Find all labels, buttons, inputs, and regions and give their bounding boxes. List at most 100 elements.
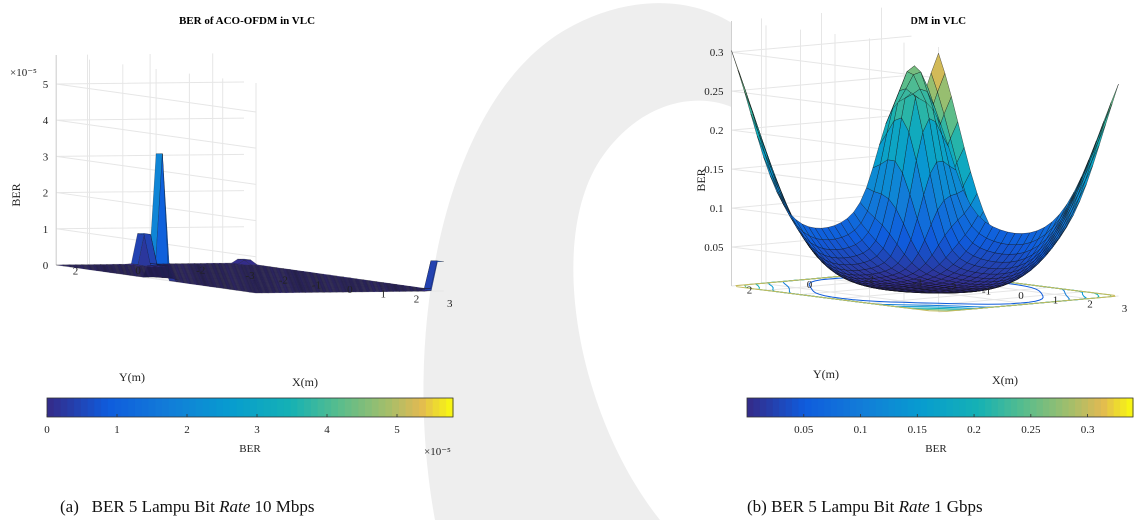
colorbar-segment: [869, 398, 877, 417]
colorbar-segment: [283, 398, 292, 417]
colorbar-segment: [412, 398, 420, 417]
colorbar-segment: [310, 398, 319, 417]
surface-patch: [1077, 160, 1093, 195]
z-tick-label: 0.15: [704, 164, 724, 176]
z-tick-label: 5: [43, 79, 49, 91]
surface-patch: [423, 260, 438, 289]
colorbar-segment: [392, 398, 400, 417]
colorbar-tick-label: 5: [394, 424, 400, 436]
colorbar-tick-label: 2: [184, 424, 190, 436]
colorbar-segment: [216, 398, 224, 417]
chart-a-axes: [55, 53, 444, 294]
chart-a-colorbar-label: BER: [239, 443, 261, 455]
colorbar-segment: [317, 398, 326, 417]
caption-a-prefix: (a) BER 5 Lampu Bit: [60, 497, 220, 516]
y-tick-label: 0: [135, 265, 141, 277]
y-tick-label: -2: [865, 274, 874, 286]
x-tick-label: 3: [447, 298, 453, 310]
chart-a-colorbar-exponent: ×10⁻⁵: [424, 446, 451, 458]
colorbar-segment: [398, 398, 407, 417]
colorbar-segment: [888, 398, 896, 417]
colorbar-segment: [297, 398, 305, 417]
colorbar-segment: [792, 398, 800, 417]
chart-panel-b: BER of ACO-OFDM in VLC -3-2-10123-2020.0…: [690, 0, 1143, 470]
colorbar-segment: [856, 398, 864, 417]
y-tick-label: 2: [747, 284, 753, 296]
colorbar-tick-label: 0.05: [794, 424, 814, 436]
chart-a-title: BER of ACO-OFDM in VLC: [179, 15, 315, 27]
colorbar-segment: [134, 398, 143, 417]
colorbar-segment: [804, 398, 812, 417]
colorbar-segment: [229, 398, 238, 417]
colorbar-segment: [1036, 398, 1044, 417]
colorbar-segment: [1068, 398, 1076, 417]
caption-a-suffix: 10 Mbps: [250, 497, 315, 516]
colorbar-frame: [746, 397, 1134, 418]
colorbar-segment: [87, 398, 95, 417]
colorbar-segment: [128, 398, 136, 417]
chart-b-zlabel: BER: [694, 168, 708, 191]
colorbar-segment: [772, 398, 780, 417]
colorbar-segment: [304, 398, 312, 417]
chart-b-surface: [731, 50, 1119, 294]
colorbar-segment: [766, 398, 774, 417]
colorbar-segment: [175, 398, 183, 417]
colorbar-segment: [1113, 398, 1121, 417]
chart-b-ticks: -3 -2 -1 0 1 2 3 -2 0 2 0.05 0.1 0.15 0.2 0.25 0.3: [704, 47, 1128, 315]
colorbar-segment: [1017, 398, 1025, 417]
z-tick-label: 0: [43, 260, 49, 272]
colorbar-segment: [141, 398, 150, 417]
colorbar-segment: [927, 398, 935, 417]
colorbar-segment: [1042, 398, 1050, 417]
colorbar-segment: [933, 398, 941, 417]
colorbar-segment: [894, 398, 902, 417]
colorbar-segment: [94, 398, 102, 417]
colorbar-segment: [148, 398, 156, 417]
x-tick-label: 1: [1053, 294, 1059, 306]
colorbar-segment: [256, 398, 265, 417]
colorbar-segment: [798, 398, 806, 417]
colorbar-segment: [1030, 398, 1038, 417]
x-tick-label: 2: [1087, 299, 1093, 311]
colorbar-segment: [965, 398, 973, 417]
colorbar-segment: [849, 398, 857, 417]
colorbar-segment: [1094, 398, 1102, 417]
colorbar-segment: [74, 398, 82, 417]
x-tick-label: 3: [1122, 303, 1128, 315]
x-tick-label: -3: [913, 277, 923, 289]
colorbar-segment: [862, 398, 870, 417]
colorbar-segment: [901, 398, 909, 417]
colorbar-segment: [759, 398, 767, 417]
chart-b-svg: BER of ACO-OFDM in VLC -3-2-10123-2020.0…: [694, 5, 1134, 455]
x-tick-label: -3: [245, 270, 255, 282]
colorbar-tick-label: 3: [254, 424, 260, 436]
x-tick-label: 2: [414, 293, 420, 305]
colorbar-segment: [337, 398, 346, 417]
colorbar-segment: [914, 398, 922, 417]
colorbar-segment: [101, 398, 109, 417]
y-tick-label: 0: [807, 279, 813, 291]
colorbar-segment: [121, 398, 129, 417]
surface-patch: [237, 258, 251, 261]
colorbar-segment: [785, 398, 793, 417]
colorbar-segment: [978, 398, 986, 417]
colorbar-segment: [290, 398, 298, 417]
z-tick-label: 0.05: [704, 242, 724, 254]
colorbar-segment: [67, 398, 75, 417]
colorbar-segment: [209, 398, 217, 417]
colorbar-segment: [351, 398, 359, 417]
colorbar-tick-label: 0: [44, 424, 50, 436]
colorbar-segment: [439, 398, 447, 417]
colorbar-segment: [1004, 398, 1012, 417]
colorbar-segment: [1062, 398, 1070, 417]
z-tick-label: 0.1: [710, 203, 724, 215]
z-tick-label: 2: [43, 188, 49, 200]
colorbar-segment: [779, 398, 787, 417]
colorbar-segment: [358, 398, 366, 417]
chart-panel-a: BER of ACO-OFDM in VLC -3 -2 -1 0 1 2 3 -2 0 2 0 1 2…: [0, 0, 470, 470]
chart-b-contours: [735, 269, 1116, 312]
x-tick-label: -1: [982, 286, 991, 298]
colorbar-segment: [189, 398, 197, 417]
colorbar-segment: [114, 398, 123, 417]
